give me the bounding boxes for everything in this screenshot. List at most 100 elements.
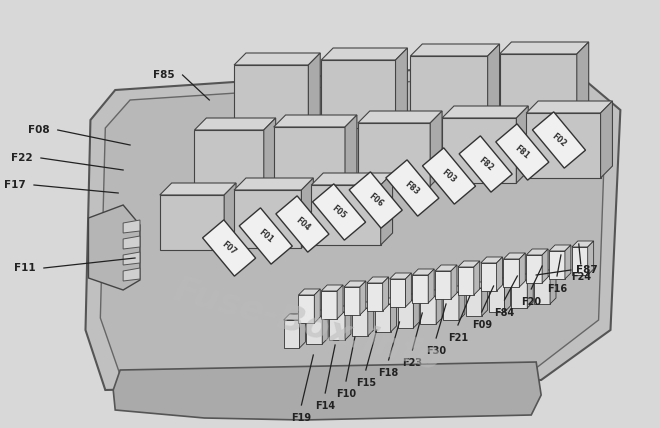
- Polygon shape: [123, 268, 140, 281]
- Polygon shape: [420, 296, 436, 324]
- Text: F84: F84: [494, 308, 515, 318]
- Text: F10: F10: [336, 389, 356, 399]
- Polygon shape: [435, 271, 451, 299]
- Polygon shape: [549, 245, 571, 251]
- Polygon shape: [321, 48, 407, 60]
- Polygon shape: [534, 270, 556, 276]
- Polygon shape: [195, 118, 276, 130]
- Polygon shape: [512, 280, 527, 308]
- Text: F21: F21: [448, 333, 468, 343]
- Polygon shape: [572, 247, 587, 275]
- Bar: [239, 208, 292, 264]
- Polygon shape: [549, 251, 565, 279]
- Polygon shape: [577, 42, 589, 126]
- Polygon shape: [488, 278, 510, 284]
- Polygon shape: [397, 294, 419, 300]
- Polygon shape: [397, 300, 413, 328]
- Text: F19: F19: [291, 413, 312, 423]
- Polygon shape: [321, 60, 395, 128]
- Polygon shape: [474, 261, 480, 295]
- Polygon shape: [337, 285, 343, 319]
- Bar: [422, 148, 476, 204]
- Polygon shape: [314, 289, 320, 323]
- Polygon shape: [321, 291, 337, 319]
- Polygon shape: [322, 310, 328, 344]
- Text: F02: F02: [550, 131, 568, 149]
- Text: F09: F09: [472, 320, 492, 330]
- Polygon shape: [234, 53, 320, 65]
- Polygon shape: [306, 310, 328, 316]
- Polygon shape: [459, 286, 465, 320]
- Text: F05: F05: [330, 204, 348, 220]
- Polygon shape: [458, 267, 474, 295]
- Polygon shape: [504, 278, 510, 312]
- Polygon shape: [88, 205, 140, 290]
- Polygon shape: [443, 286, 465, 292]
- Polygon shape: [358, 123, 430, 186]
- Polygon shape: [526, 249, 548, 255]
- Text: F20: F20: [521, 297, 541, 307]
- Polygon shape: [86, 60, 620, 390]
- Bar: [496, 124, 549, 180]
- Polygon shape: [413, 294, 419, 328]
- Polygon shape: [565, 245, 571, 279]
- Polygon shape: [123, 252, 140, 265]
- Polygon shape: [160, 183, 236, 195]
- Polygon shape: [114, 362, 541, 420]
- Polygon shape: [430, 111, 442, 186]
- Text: F15: F15: [356, 378, 376, 388]
- Polygon shape: [504, 259, 519, 287]
- Polygon shape: [480, 263, 496, 291]
- Text: F30: F30: [426, 346, 446, 356]
- Text: F81: F81: [513, 143, 531, 160]
- Polygon shape: [389, 273, 411, 279]
- Polygon shape: [345, 306, 351, 340]
- Polygon shape: [224, 183, 236, 250]
- Bar: [386, 160, 439, 216]
- Polygon shape: [412, 269, 434, 275]
- Text: F23: F23: [403, 358, 422, 368]
- Polygon shape: [298, 295, 314, 323]
- Polygon shape: [526, 113, 601, 178]
- Polygon shape: [321, 285, 343, 291]
- Text: F22: F22: [11, 153, 33, 163]
- Polygon shape: [298, 289, 320, 295]
- Polygon shape: [466, 288, 482, 316]
- Polygon shape: [435, 265, 457, 271]
- Polygon shape: [395, 48, 407, 128]
- Polygon shape: [534, 276, 550, 304]
- Polygon shape: [284, 320, 300, 348]
- Polygon shape: [344, 287, 360, 315]
- Text: F87: F87: [576, 265, 597, 275]
- Polygon shape: [436, 290, 442, 324]
- Bar: [459, 136, 512, 192]
- Text: F08: F08: [28, 125, 50, 135]
- Polygon shape: [308, 53, 320, 130]
- Polygon shape: [300, 314, 306, 348]
- Polygon shape: [500, 42, 589, 54]
- Polygon shape: [601, 101, 612, 178]
- Polygon shape: [381, 173, 393, 245]
- Polygon shape: [234, 178, 314, 190]
- Text: F04: F04: [294, 215, 312, 232]
- Polygon shape: [123, 220, 140, 233]
- Polygon shape: [516, 106, 528, 183]
- Polygon shape: [234, 190, 302, 248]
- Text: F07: F07: [220, 239, 238, 256]
- Polygon shape: [264, 118, 276, 190]
- Text: Fuse-Box.info: Fuse-Box.info: [170, 273, 445, 377]
- Polygon shape: [360, 281, 366, 315]
- Polygon shape: [274, 115, 357, 127]
- Text: F83: F83: [403, 179, 421, 196]
- Polygon shape: [302, 178, 314, 248]
- Polygon shape: [482, 282, 488, 316]
- Polygon shape: [550, 270, 556, 304]
- Text: F24: F24: [571, 272, 591, 282]
- Polygon shape: [389, 279, 405, 307]
- Polygon shape: [284, 314, 306, 320]
- Polygon shape: [420, 290, 442, 296]
- Polygon shape: [306, 316, 322, 344]
- Polygon shape: [375, 298, 397, 304]
- Polygon shape: [195, 130, 264, 190]
- Polygon shape: [329, 306, 351, 312]
